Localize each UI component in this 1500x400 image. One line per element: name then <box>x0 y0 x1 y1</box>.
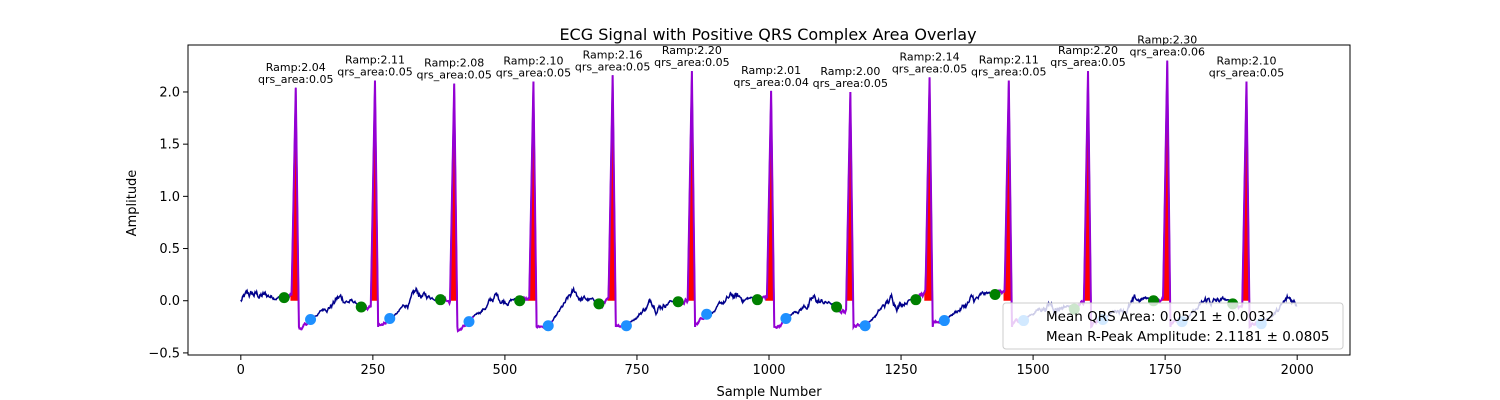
chart-title: ECG Signal with Positive QRS Complex Are… <box>559 25 976 44</box>
r-peak-amplitude-annotation: Ramp:2.08 <box>424 57 484 70</box>
r-peak-amplitude-annotation: Ramp:2.11 <box>345 53 405 66</box>
legend-entry-mean-r-peak-amplitude: Mean R-Peak Amplitude: 2.1181 ± 0.0805 <box>1046 329 1330 345</box>
s-point-marker <box>701 308 713 320</box>
r-peak-amplitude-annotation: Ramp:2.01 <box>741 64 801 77</box>
q-point-marker <box>672 296 684 308</box>
q-point-marker <box>278 292 290 304</box>
s-point-marker <box>938 315 950 327</box>
r-peak-amplitude-annotation: Ramp:2.30 <box>1137 34 1197 47</box>
q-point-marker <box>434 294 446 306</box>
y-tick-label: 0.5 <box>159 242 180 257</box>
x-tick-label: 2000 <box>1281 363 1314 378</box>
r-peak-amplitude-annotation: Ramp:2.16 <box>583 48 643 61</box>
r-peak-amplitude-annotation: Ramp:2.14 <box>900 50 960 63</box>
s-point-marker <box>384 312 396 324</box>
s-point-marker <box>542 320 554 332</box>
x-axis-label: Sample Number <box>716 385 822 400</box>
q-point-marker <box>989 288 1001 300</box>
x-axis-ticks: 0 250 500 750 1000 1250 1500 1750 2000 <box>237 355 1314 378</box>
x-tick-label: 250 <box>360 363 385 378</box>
qrs-area-annotation: qrs_area:0.05 <box>337 65 412 78</box>
q-point-marker <box>355 301 367 313</box>
qrs-area-annotation: qrs_area:0.05 <box>416 69 491 82</box>
q-point-marker <box>514 295 526 307</box>
qrs-area-annotation: qrs_area:0.04 <box>733 76 808 89</box>
y-tick-label: −0.5 <box>148 346 180 361</box>
s-point-marker <box>780 312 792 324</box>
x-tick-label: 750 <box>625 363 650 378</box>
qrs-area-annotation: qrs_area:0.05 <box>892 62 967 75</box>
x-tick-label: 0 <box>237 363 245 378</box>
s-point-marker <box>305 314 317 326</box>
r-peak-amplitude-annotation: Ramp:2.20 <box>662 44 722 57</box>
s-point-marker <box>463 316 475 328</box>
x-tick-label: 1500 <box>1017 363 1050 378</box>
qrs-area-annotation: qrs_area:0.06 <box>1130 46 1205 59</box>
y-tick-label: 2.0 <box>159 85 180 100</box>
r-peak-amplitude-annotation: Ramp:2.10 <box>503 55 563 68</box>
r-peak-amplitude-annotation: Ramp:2.20 <box>1058 44 1118 57</box>
q-point-marker <box>910 294 922 306</box>
r-peak-amplitude-annotation: Ramp:2.10 <box>1216 55 1276 68</box>
r-peak-amplitude-annotation: Ramp:2.00 <box>820 65 880 78</box>
y-axis-label: Amplitude <box>125 170 140 237</box>
r-peak-amplitude-annotation: Ramp:2.04 <box>266 61 326 74</box>
y-axis-ticks: −0.5 0.0 0.5 1.0 1.5 2.0 <box>148 85 188 361</box>
annotation-layer: Ramp:2.04qrs_area:0.05Ramp:2.11qrs_area:… <box>258 34 1284 90</box>
qrs-area-annotation: qrs_area:0.05 <box>971 65 1046 78</box>
x-tick-label: 500 <box>492 363 517 378</box>
x-tick-label: 1000 <box>752 363 785 378</box>
x-tick-label: 1750 <box>1149 363 1182 378</box>
y-tick-label: 0.0 <box>159 294 180 309</box>
qrs-area-annotation: qrs_area:0.05 <box>258 73 333 86</box>
s-point-marker <box>859 320 871 332</box>
q-point-marker <box>751 294 763 306</box>
qrs-area-annotation: qrs_area:0.05 <box>1209 67 1284 80</box>
q-point-marker <box>831 301 843 313</box>
qrs-area-annotation: qrs_area:0.05 <box>496 67 571 80</box>
x-tick-label: 1250 <box>884 363 917 378</box>
qrs-area-annotation: qrs_area:0.05 <box>575 60 650 73</box>
legend-box <box>1002 302 1344 350</box>
q-point-marker <box>593 298 605 310</box>
qrs-area-annotation: qrs_area:0.05 <box>1050 56 1125 69</box>
y-tick-label: 1.5 <box>159 138 180 153</box>
legend: Mean QRS Area: 0.0521 ± 0.0032 Mean R-Pe… <box>1002 302 1344 350</box>
y-tick-label: 1.0 <box>159 190 180 205</box>
qrs-area-annotation: qrs_area:0.05 <box>813 77 888 90</box>
qrs-area-annotation: qrs_area:0.05 <box>654 56 729 69</box>
r-peak-amplitude-annotation: Ramp:2.11 <box>979 53 1039 66</box>
s-point-marker <box>620 320 632 332</box>
qrs-overlay-layer <box>281 60 1267 333</box>
legend-entry-mean-qrs-area: Mean QRS Area: 0.0521 ± 0.0032 <box>1046 309 1274 325</box>
